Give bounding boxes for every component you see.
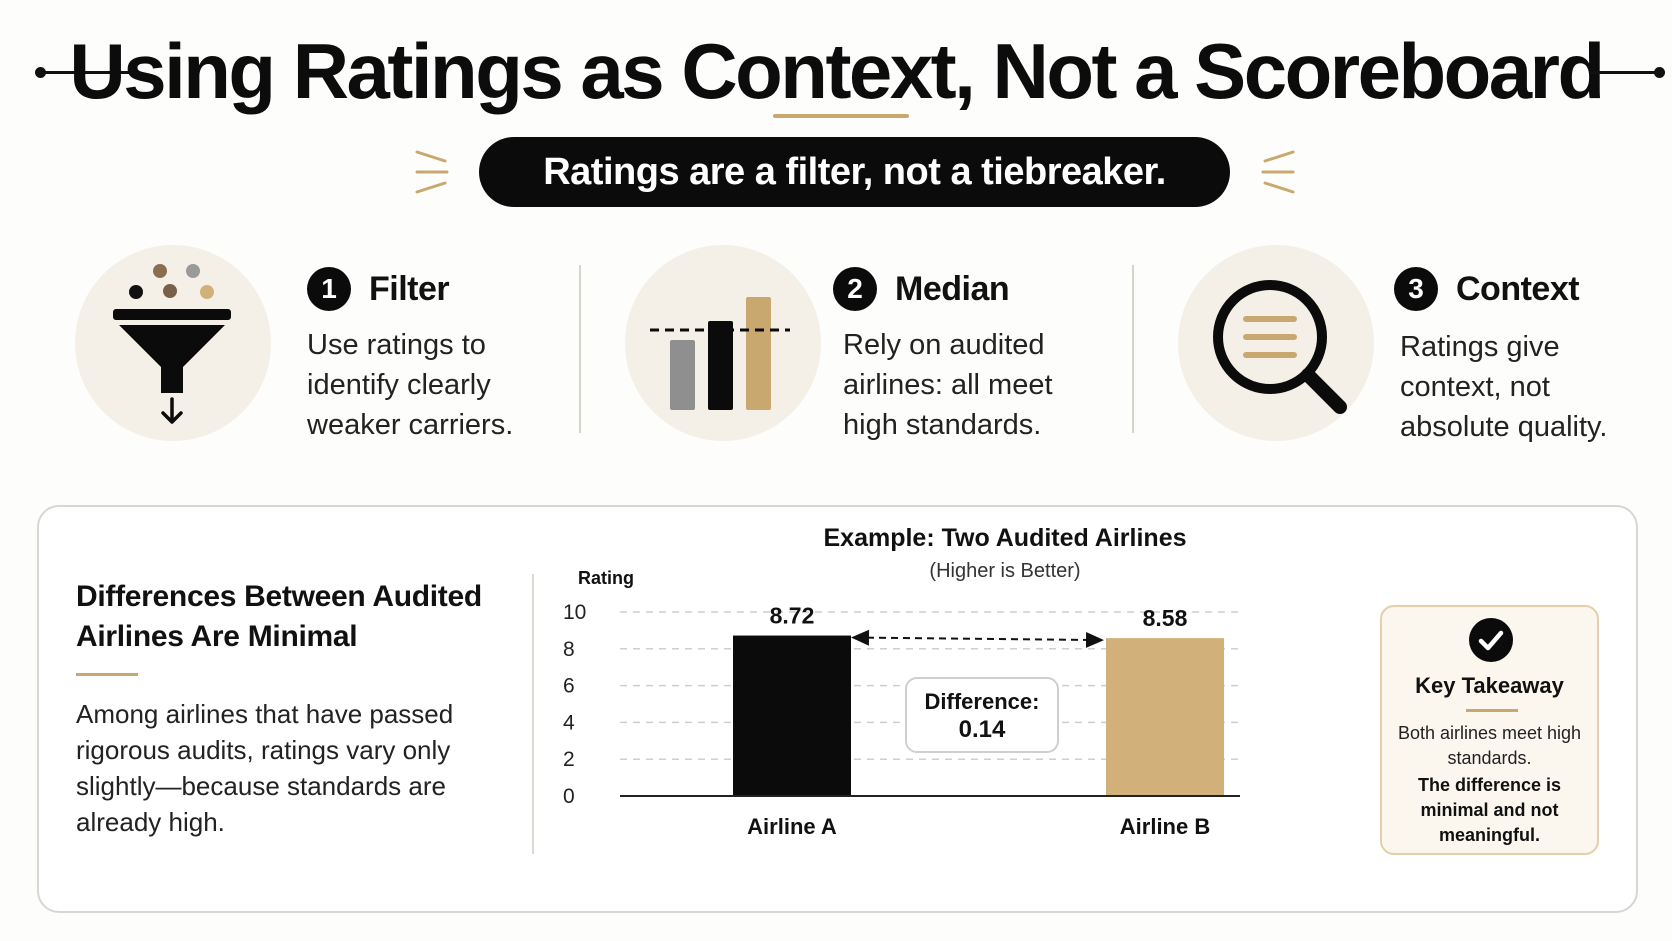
key-takeaway-card: Key Takeaway Both airlines meet high sta…	[1380, 605, 1599, 855]
principle-title: Context	[1456, 269, 1580, 308]
principle-heading: 3 Context	[1394, 265, 1580, 313]
principle-heading: 1 Filter	[307, 265, 450, 313]
y-tick-label: 0	[563, 785, 575, 808]
principle-text: Rely on audited airlines: all meet high …	[843, 329, 1053, 441]
principle-text: Use ratings to identify clearly weaker c…	[307, 329, 514, 441]
explanation-accent-line	[76, 673, 138, 676]
takeaway-text: Both airlines meet high standards.	[1397, 723, 1582, 768]
funnel-icon	[113, 264, 231, 424]
title-rule-left	[35, 67, 138, 78]
median-icon-circle	[625, 245, 821, 441]
bar-value-label: 8.58	[1143, 605, 1188, 631]
principle-context: 3 Context Ratings give context, not abso…	[1178, 245, 1648, 445]
title-row: Using Ratings as Context, Not a Scoreboa…	[0, 26, 1672, 116]
principle-title: Median	[895, 269, 1010, 308]
chart-subtitle: (Higher is Better)	[929, 560, 1081, 582]
bar-airline-a	[733, 635, 851, 796]
x-tick-label: Airline A	[747, 814, 837, 839]
magnifier-icon	[1213, 280, 1347, 414]
page-title: Using Ratings as Context, Not a Scoreboa…	[69, 27, 1605, 115]
y-tick-label: 2	[563, 748, 575, 771]
step-number-badge: 2	[833, 267, 877, 311]
tagline-pill: Ratings are a filter, not a tiebreaker.	[479, 137, 1230, 207]
takeaway-emphasis: The difference is minimal and not meanin…	[1417, 775, 1562, 845]
y-tick-label: 4	[563, 711, 575, 734]
context-icon-circle	[1178, 245, 1374, 441]
difference-callout: Difference: 0.14	[905, 677, 1059, 753]
explanation-text: Among airlines that have passed rigorous…	[76, 699, 454, 837]
principle-title: Filter	[369, 269, 450, 308]
step-number-badge: 3	[1394, 267, 1438, 311]
principle-heading: 2 Median	[833, 265, 1010, 313]
title-accent-line	[773, 114, 909, 118]
y-tick-label: 6	[563, 675, 575, 698]
bar-chart-median-icon	[650, 297, 790, 410]
bar-value-label: 8.72	[770, 603, 815, 629]
panel-divider	[532, 574, 534, 854]
column-divider	[579, 265, 581, 433]
principle-filter: 1 Filter Use ratings to identify clearly…	[75, 245, 535, 445]
difference-value: 0.14	[958, 716, 1006, 743]
difference-label: Difference:	[924, 689, 1040, 714]
takeaway-title: Key Takeaway	[1415, 673, 1564, 698]
title-rule-right	[1590, 67, 1665, 78]
principle-text: Ratings give context, not absolute quali…	[1400, 331, 1608, 443]
takeaway-accent-line	[1466, 709, 1518, 712]
bar-chart: Rating 0 2 4 6 8 10 8.72 8.58 Airline A Airline…	[563, 568, 1240, 839]
x-tick-label: Airline B	[1120, 814, 1210, 839]
column-divider	[1132, 265, 1134, 433]
y-tick-label: 8	[563, 638, 575, 661]
difference-arrow	[851, 629, 1104, 648]
filter-icon-circle	[75, 245, 271, 441]
sparkle-left-icon	[415, 150, 449, 194]
y-tick-label: 10	[563, 601, 586, 624]
sparkle-right-icon	[1261, 150, 1295, 194]
principle-median: 2 Median Rely on audited airlines: all m…	[625, 245, 1085, 445]
chart-title: Example: Two Audited Airlines	[823, 524, 1187, 552]
explanation-title: Differences Between Audited Airlines Are…	[76, 580, 482, 653]
bar-airline-b	[1106, 638, 1224, 796]
checkmark-icon	[1469, 618, 1513, 662]
step-number-badge: 1	[307, 267, 351, 311]
y-axis-label: Rating	[578, 568, 634, 588]
